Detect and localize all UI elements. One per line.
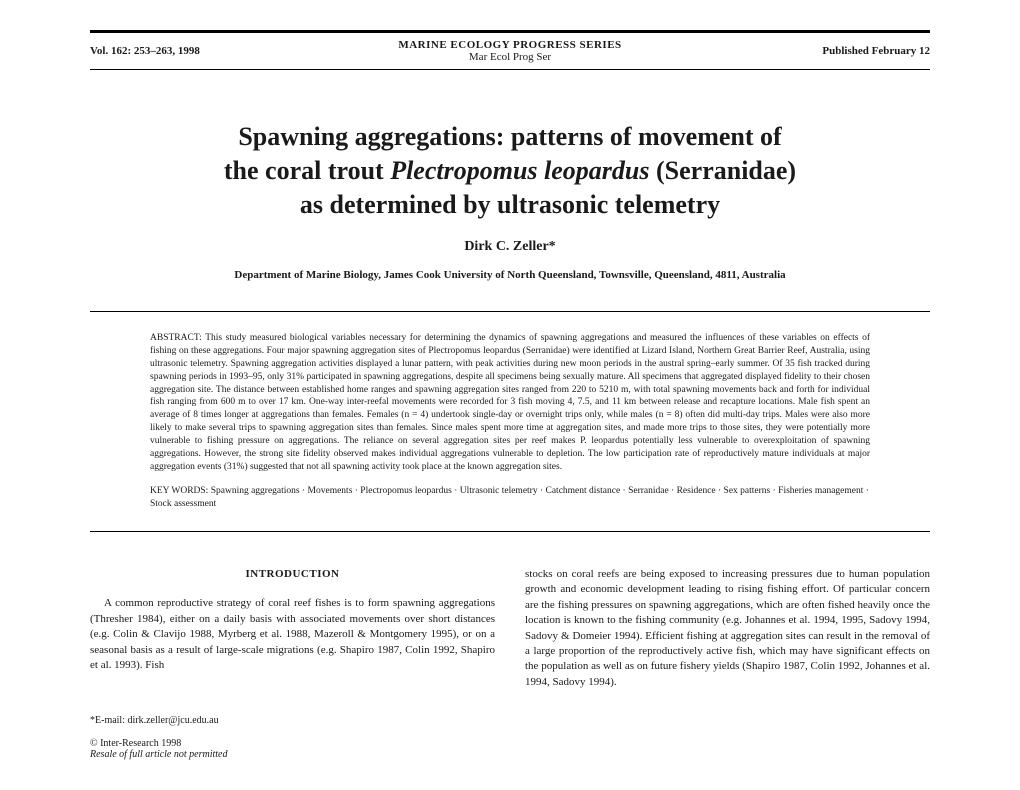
author-affiliation: Department of Marine Biology, James Cook… (90, 269, 930, 281)
abstract-body: This study measured biological variables… (150, 333, 870, 471)
keywords-label: KEY WORDS: (150, 486, 208, 496)
intro-paragraph-left: A common reproductive strategy of coral … (90, 596, 495, 673)
copyright-text: © Inter-Research 1998 (90, 738, 181, 749)
title-line-2-post: (Serranidae) (650, 156, 797, 185)
author-name: Dirk C. Zeller* (90, 239, 930, 255)
abstract-text: ABSTRACT: This study measured biological… (150, 332, 870, 473)
body-columns: INTRODUCTION A common reproductive strat… (90, 567, 930, 690)
keywords-text: Spawning aggregations · Movements · Plec… (150, 486, 869, 509)
journal-header: Vol. 162: 253–263, 1998 MARINE ECOLOGY P… (90, 30, 930, 70)
resale-note: Resale of full article not permitted (90, 749, 227, 760)
title-species: Plectropomus leopardus (390, 156, 649, 185)
title-line-3: as determined by ultrasonic telemetry (300, 190, 720, 219)
volume-info: Vol. 162: 253–263, 1998 (90, 45, 300, 57)
journal-series: MARINE ECOLOGY PROGRESS SERIES (300, 39, 720, 51)
title-line-2-pre: the coral trout (224, 156, 390, 185)
journal-abbrev: Mar Ecol Prog Ser (300, 51, 720, 63)
section-heading-introduction: INTRODUCTION (90, 567, 495, 582)
keywords: KEY WORDS: Spawning aggregations · Movem… (150, 485, 870, 511)
abstract-block: ABSTRACT: This study measured biological… (90, 311, 930, 532)
abstract-label: ABSTRACT: (150, 333, 202, 343)
intro-paragraph-right: stocks on coral reefs are being exposed … (525, 567, 930, 690)
corresponding-email: *E-mail: dirk.zeller@jcu.edu.au (90, 715, 930, 726)
copyright-block: © Inter-Research 1998 Resale of full art… (90, 738, 930, 760)
article-title: Spawning aggregations: patterns of movem… (90, 120, 930, 221)
published-date: Published February 12 (720, 45, 930, 57)
right-column: stocks on coral reefs are being exposed … (525, 567, 930, 690)
left-column: INTRODUCTION A common reproductive strat… (90, 567, 495, 690)
title-line-1: Spawning aggregations: patterns of movem… (238, 122, 781, 151)
